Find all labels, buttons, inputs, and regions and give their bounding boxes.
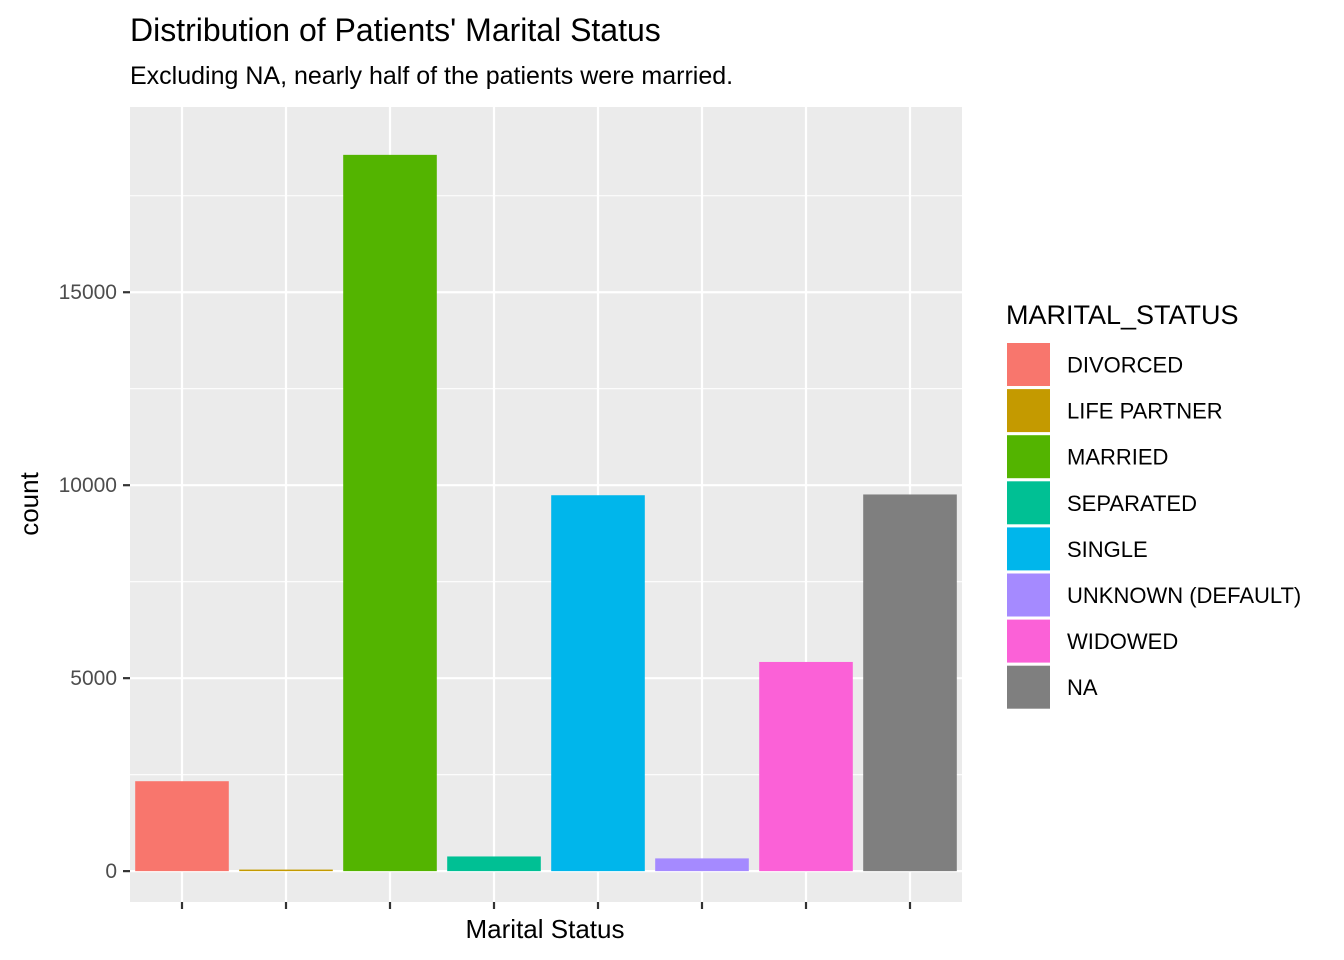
plot-panel: [130, 107, 962, 902]
legend-title: MARITAL_STATUS: [1006, 300, 1239, 330]
legend-label: NA: [1067, 675, 1098, 700]
legend-key: [1007, 573, 1050, 617]
y-tick-label: 15000: [59, 281, 117, 304]
legend-key: [1007, 619, 1050, 663]
legend-key: [1007, 527, 1050, 571]
bar-married: [343, 154, 437, 872]
legend-key: [1007, 665, 1050, 709]
legend-label: LIFE PARTNER: [1067, 399, 1223, 424]
chart-title: Distribution of Patients' Marital Status: [130, 12, 661, 48]
legend-label: MARRIED: [1067, 445, 1168, 470]
bar-separated: [447, 856, 541, 872]
y-axis-title: count: [14, 471, 44, 535]
legend-label: UNKNOWN (DEFAULT): [1067, 583, 1301, 608]
legend-key: [1007, 343, 1050, 386]
legend-label: DIVORCED: [1067, 353, 1183, 378]
bar-widowed: [759, 661, 853, 872]
legend: MARITAL_STATUS DIVORCED LIFE PARTNER MARRI…: [1006, 300, 1301, 709]
y-tick-label: 10000: [59, 474, 117, 497]
y-tick-label: 5000: [70, 667, 117, 690]
legend-label: WIDOWED: [1067, 629, 1178, 654]
y-axis: 0 5000 10000 15000: [59, 281, 912, 909]
bar-unknown-default: [655, 858, 749, 872]
legend-key: [1007, 389, 1050, 433]
bar-life-partner: [239, 869, 333, 872]
bar-divorced: [135, 781, 229, 872]
bars: [135, 154, 957, 872]
bar-single: [551, 495, 645, 872]
chart-subtitle: Excluding NA, nearly half of the patient…: [130, 62, 733, 90]
legend-key: [1007, 481, 1050, 525]
legend-label: SINGLE: [1067, 537, 1148, 562]
legend-label: SEPARATED: [1067, 491, 1197, 516]
y-tick-label: 0: [105, 860, 117, 883]
bar-na: [863, 494, 957, 872]
x-axis-title: Marital Status: [466, 914, 625, 944]
legend-key: [1007, 435, 1050, 479]
